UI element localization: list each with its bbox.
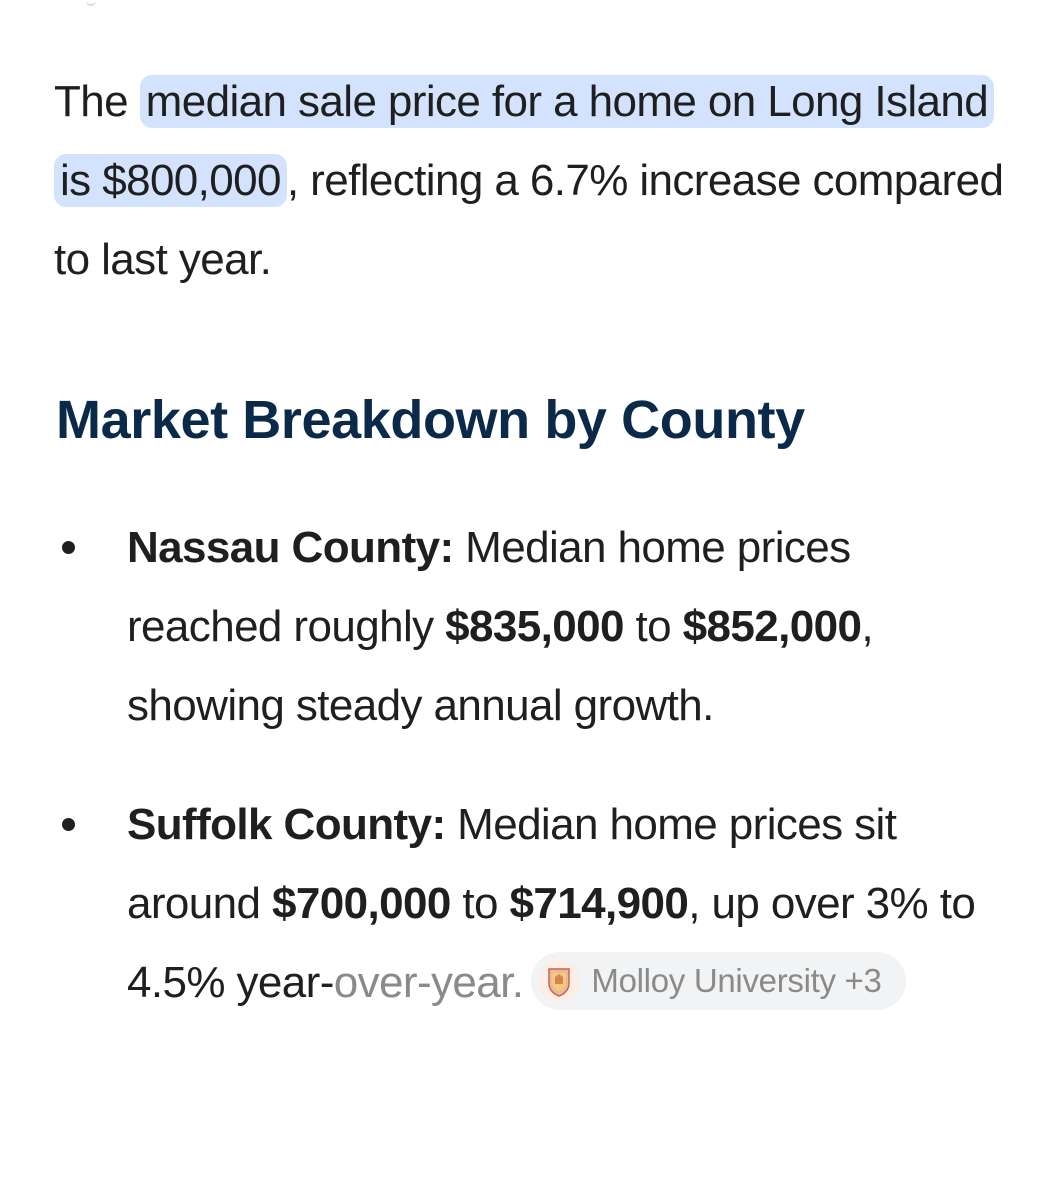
list-item-title: Suffolk County: — [127, 800, 446, 849]
list-item-text: over-year. — [333, 958, 524, 1007]
list-item-text: to — [623, 602, 683, 651]
scroll-edge-indicator — [86, 0, 96, 6]
price-value: $835,000 — [445, 602, 624, 651]
county-list: Nassau County: Median home prices reache… — [0, 508, 1058, 1062]
list-item-text: Median home prices sit around — [127, 800, 897, 928]
list-item-suffolk: Suffolk County: Median home prices sit a… — [0, 785, 1058, 1022]
list-item-text: Median home prices reached roughly — [127, 523, 851, 651]
source-chip-label: Molloy University +3 — [591, 962, 882, 1000]
price-value: $700,000 — [272, 879, 451, 928]
bullet-icon — [62, 541, 75, 554]
section-heading: Market Breakdown by County — [56, 390, 805, 450]
list-item-text: , showing steady annual growth. — [127, 602, 874, 730]
price-value: $714,900 — [509, 879, 689, 928]
intro-prefix: The — [54, 77, 140, 126]
price-value: $852,000 — [682, 602, 862, 651]
list-item-title: Nassau County: — [127, 523, 454, 572]
source-chip[interactable]: Molloy University +3 — [531, 952, 906, 1011]
list-item-text: , up over 3% to 4.5% year- — [127, 879, 976, 1007]
list-item-nassau: Nassau County: Median home prices reache… — [0, 508, 1058, 745]
bottom-fade-overlay — [0, 1070, 1058, 1200]
university-crest-icon — [538, 960, 581, 1003]
intro-suffix: , reflecting a 6.7% increase compared to… — [54, 156, 1004, 284]
bullet-icon — [62, 818, 75, 831]
intro-paragraph: The median sale price for a home on Long… — [54, 62, 1014, 299]
list-item-text: to — [450, 879, 510, 928]
